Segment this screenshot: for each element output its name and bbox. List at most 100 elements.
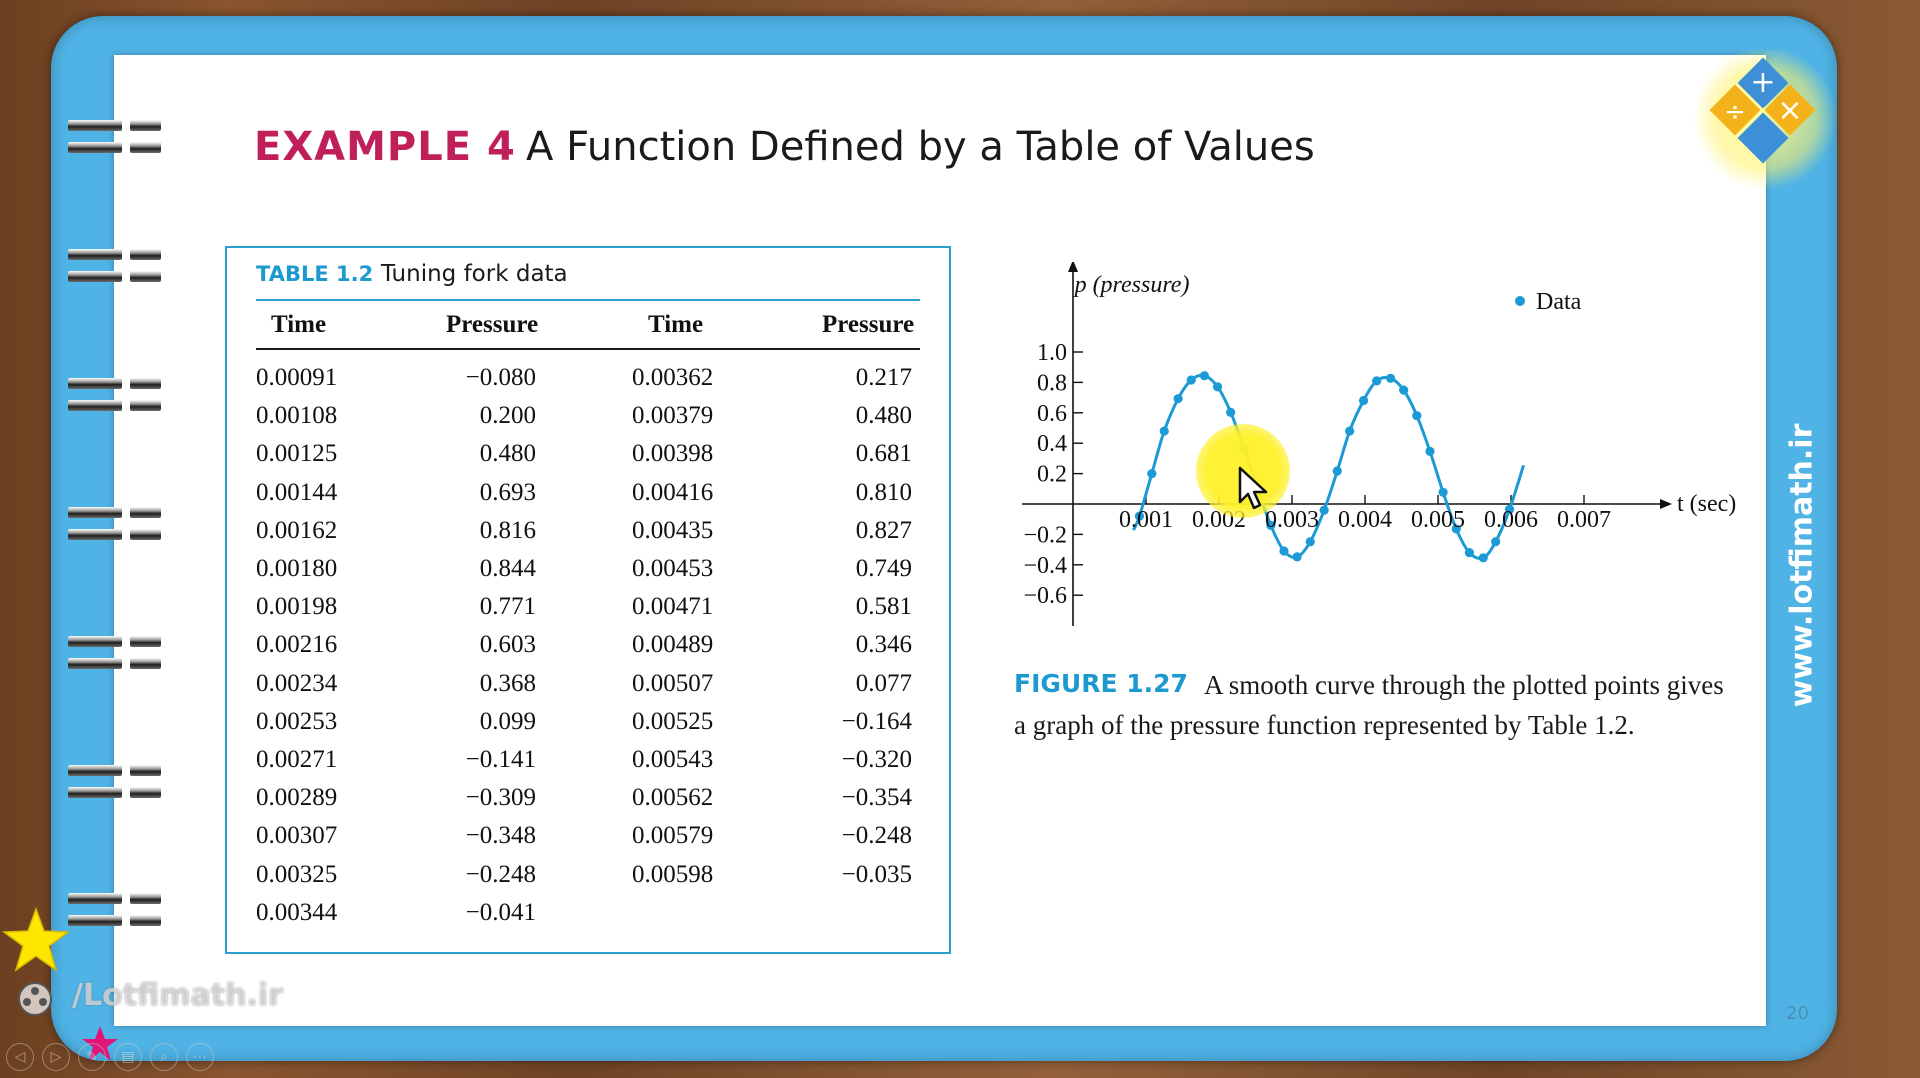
x-axis-label: t (sec) xyxy=(1677,491,1736,517)
table-cell: 0.00253 xyxy=(256,707,338,735)
y-tick-label: 1.0 xyxy=(1037,340,1067,366)
next-slide-button[interactable]: ▷ xyxy=(42,1043,70,1071)
spiral-ring-bar xyxy=(130,658,161,669)
table-cell: −0.164 xyxy=(841,707,912,735)
data-point xyxy=(1345,426,1355,436)
table-cell: 0.00562 xyxy=(632,784,714,812)
data-point xyxy=(1451,524,1461,534)
table-cell: 0.00435 xyxy=(632,516,714,544)
data-point xyxy=(1212,382,1223,392)
table-cell: 0.00198 xyxy=(256,593,338,621)
spiral-ring-bar xyxy=(130,529,161,540)
spiral-ring-bar xyxy=(68,765,122,776)
data-point xyxy=(1186,375,1196,385)
x-tick-label: 0.004 xyxy=(1338,507,1392,533)
table-cell: 0.00598 xyxy=(632,860,714,888)
data-point xyxy=(1147,469,1157,479)
spiral-ring-bar xyxy=(130,507,161,518)
x-tick-label: 0.001 xyxy=(1119,507,1173,533)
logo-plus: + xyxy=(1750,65,1775,100)
data-point xyxy=(1438,487,1448,497)
x-tick-label: 0.005 xyxy=(1411,507,1465,533)
table-cell: −0.354 xyxy=(841,784,912,812)
spiral-ring-bar xyxy=(130,915,161,926)
spiral-ring xyxy=(68,378,161,414)
table-cell: 0.810 xyxy=(855,478,912,506)
player-controls: ◁ ▷ ✎ ▤ ⌕ ⋯ xyxy=(6,1043,214,1073)
spiral-ring-bar xyxy=(130,271,161,282)
table-cell: 0.581 xyxy=(855,593,912,621)
table-cell: 0.00108 xyxy=(256,402,338,430)
table-cell: 0.00325 xyxy=(256,860,338,888)
data-point xyxy=(1319,505,1329,515)
example-label: EXAMPLE 4 xyxy=(254,124,516,170)
table-cell: −0.348 xyxy=(465,822,536,850)
y-tick-label: 0.2 xyxy=(1037,462,1067,488)
table-cell: 0.749 xyxy=(855,555,912,582)
spiral-ring xyxy=(68,765,161,801)
data-point xyxy=(1358,395,1369,406)
table-cell: 0.00471 xyxy=(632,593,714,621)
spiral-ring-bar xyxy=(68,787,122,798)
table-cell: 0.480 xyxy=(479,440,536,468)
logo-divide: ÷ xyxy=(1724,97,1746,127)
slides-menu-button[interactable]: ▤ xyxy=(114,1043,142,1071)
table-cell: −0.309 xyxy=(465,784,536,812)
table-cell: 0.00307 xyxy=(256,822,338,850)
x-tick-label: 0.003 xyxy=(1265,507,1319,533)
table-cell: 0.816 xyxy=(479,516,536,544)
spiral-ring-bar xyxy=(68,658,122,669)
chart-labels: 0.001 0.002 0.003 0.004 0.005 0.006 0.007−0.6−… xyxy=(1023,272,1736,609)
table-cell: −0.141 xyxy=(465,746,536,773)
spiral-ring-bar xyxy=(68,271,122,282)
mouse-cursor-icon xyxy=(1238,466,1268,510)
data-point xyxy=(1159,426,1169,436)
x-tick-label: 0.006 xyxy=(1484,507,1538,533)
math-logo-icon: + ÷ × xyxy=(1693,50,1837,190)
spiral-ring-bar xyxy=(130,378,161,389)
table-cell: 0.00543 xyxy=(632,746,714,773)
spiral-ring xyxy=(68,636,161,672)
data-point xyxy=(1425,446,1435,457)
table-cell: 0.00289 xyxy=(256,784,338,812)
table-cell: −0.041 xyxy=(465,898,536,926)
table-cell: 0.00125 xyxy=(256,440,338,468)
data-point xyxy=(1464,548,1474,558)
table-cell: 0.077 xyxy=(855,669,912,697)
table-box xyxy=(225,246,951,954)
data-point xyxy=(1372,376,1382,386)
y-axis-arrow xyxy=(1068,262,1078,272)
y-tick-label: −0.2 xyxy=(1023,522,1067,548)
more-options-button[interactable]: ⋯ xyxy=(186,1043,214,1071)
spiral-ring xyxy=(68,249,161,285)
chart-axes xyxy=(1022,262,1672,626)
table-header-pressure-2: Pressure xyxy=(822,311,915,338)
table-header-time-2: Time xyxy=(648,311,704,338)
table-caption: Tuning fork data xyxy=(381,261,568,287)
table-cell: 0.00344 xyxy=(256,898,338,926)
y-axis-label: p (pressure) xyxy=(1073,272,1190,298)
table-cell: −0.035 xyxy=(841,860,912,888)
table-cell: 0.00271 xyxy=(256,746,338,773)
pen-tool-button[interactable]: ✎ xyxy=(78,1043,106,1071)
table-cell: 0.00453 xyxy=(632,555,714,582)
spiral-ring-bar xyxy=(68,915,122,926)
table-cell: 0.00162 xyxy=(256,516,338,544)
prev-slide-button[interactable]: ◁ xyxy=(6,1043,34,1071)
figure-label: FIGURE 1.27 xyxy=(1014,669,1188,698)
x-tick-label: 0.007 xyxy=(1557,507,1611,533)
table-cell: 0.00180 xyxy=(256,555,338,582)
table-cell: −0.080 xyxy=(465,364,536,391)
spiral-ring xyxy=(68,507,161,543)
table-cell: 0.771 xyxy=(479,593,536,621)
chart-ticks xyxy=(1073,351,1585,596)
table-cell: 0.693 xyxy=(479,478,536,506)
zoom-button[interactable]: ⌕ xyxy=(150,1043,178,1071)
side-url-text: www.lotfimath.ir xyxy=(1762,420,1842,710)
film-reel-icon xyxy=(18,982,52,1016)
page-number: 20 xyxy=(1786,1003,1809,1024)
table-cell: 0.00579 xyxy=(632,822,714,850)
data-point xyxy=(1478,553,1488,563)
side-url-label: www.lotfimath.ir xyxy=(1784,423,1820,707)
data-point xyxy=(1412,411,1422,421)
